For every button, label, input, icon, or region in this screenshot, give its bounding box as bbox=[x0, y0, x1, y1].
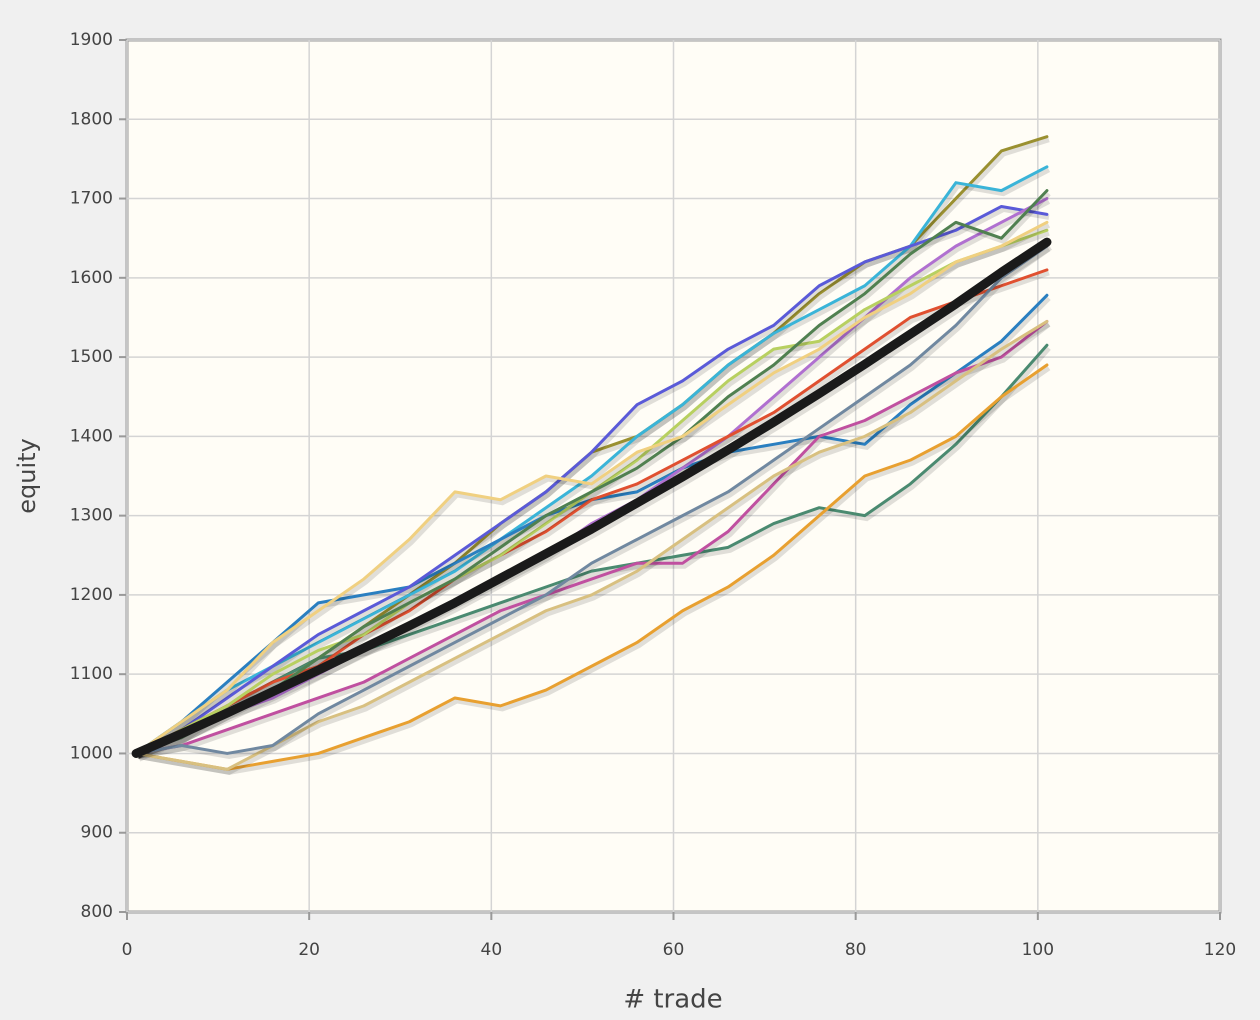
y-tick-label: 1400 bbox=[70, 426, 113, 446]
shadow bbox=[137, 322, 1051, 775]
y-tick-label: 1500 bbox=[70, 347, 113, 367]
x-axis-label: # trade bbox=[623, 985, 722, 1015]
y-tick-label: 1300 bbox=[70, 506, 113, 526]
series-line bbox=[134, 197, 1049, 755]
x-tick-label: 40 bbox=[481, 940, 503, 960]
y-tick-label: 1900 bbox=[70, 30, 113, 50]
y-tick-label: 800 bbox=[81, 902, 113, 922]
shadow bbox=[136, 223, 1051, 759]
series-line bbox=[134, 268, 1049, 755]
series-line bbox=[134, 319, 1049, 755]
x-tick-label: 60 bbox=[663, 940, 685, 960]
shadow bbox=[137, 365, 1051, 775]
y-tick-label: 1000 bbox=[70, 743, 113, 763]
shadow bbox=[136, 230, 1050, 759]
x-tick-label: 100 bbox=[1022, 940, 1054, 960]
shadow bbox=[136, 167, 1051, 759]
y-tick-label: 1200 bbox=[70, 585, 113, 605]
series-line bbox=[134, 244, 1049, 755]
series-line bbox=[134, 189, 1049, 755]
x-tick-label: 80 bbox=[845, 940, 867, 960]
y-tick-label: 1100 bbox=[70, 664, 113, 684]
y-tick-label: 1700 bbox=[70, 189, 113, 209]
y-tick-label: 1600 bbox=[70, 268, 113, 288]
shadow bbox=[136, 206, 1050, 759]
series-line bbox=[134, 220, 1049, 755]
series-line bbox=[134, 165, 1049, 755]
y-tick-label: 900 bbox=[81, 823, 113, 843]
series-line bbox=[131, 237, 1052, 758]
x-tick-label: 120 bbox=[1204, 940, 1236, 960]
shadow bbox=[137, 322, 1051, 759]
series-line bbox=[134, 363, 1049, 771]
y-tick-label: 1800 bbox=[70, 109, 113, 129]
series-line bbox=[134, 343, 1049, 755]
shadow bbox=[137, 247, 1051, 759]
series-line bbox=[134, 204, 1049, 755]
x-tick-label: 20 bbox=[298, 940, 320, 960]
y-axis-label: equity bbox=[13, 438, 41, 514]
series-line bbox=[134, 319, 1049, 771]
x-tick-label: 0 bbox=[122, 940, 133, 960]
